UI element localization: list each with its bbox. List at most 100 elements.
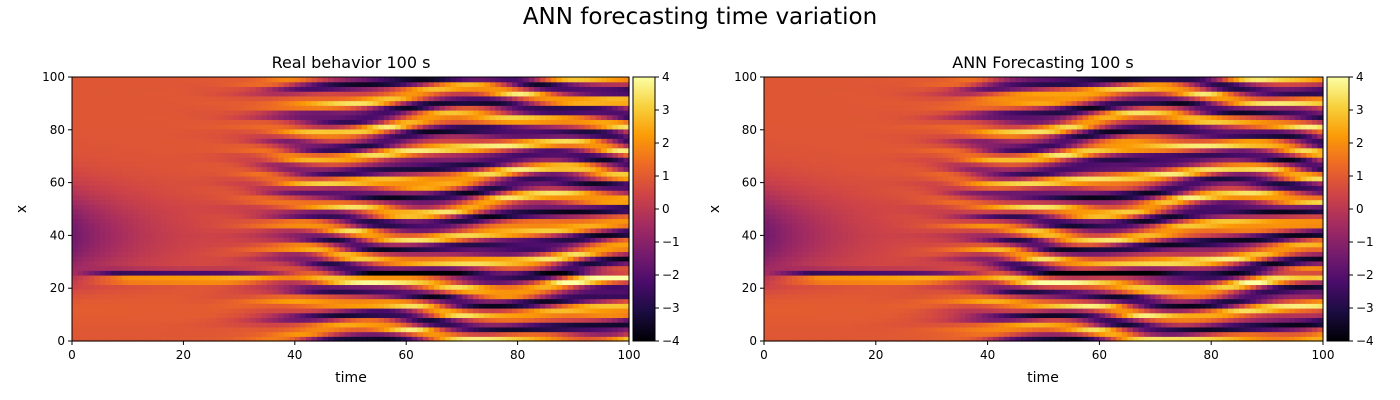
heatmap-cell — [517, 138, 524, 144]
heatmap-cell — [205, 251, 212, 257]
heatmap-cell — [311, 293, 318, 300]
heatmap-cell — [517, 157, 524, 163]
heatmap-cell — [328, 91, 335, 97]
heatmap-cell — [478, 157, 485, 163]
heatmap-cell — [523, 317, 530, 323]
heatmap-cell — [133, 209, 140, 215]
heatmap-cell — [122, 105, 129, 111]
heatmap-cell — [105, 105, 112, 111]
heatmap-cell — [250, 105, 257, 111]
heatmap-cell — [411, 119, 418, 125]
heatmap-cell — [133, 336, 140, 342]
heatmap-cell — [400, 256, 407, 262]
heatmap-cell — [495, 232, 502, 238]
heatmap-cell — [183, 279, 190, 286]
heatmap-cell — [434, 246, 441, 253]
heatmap-cell — [72, 143, 79, 149]
heatmap-cell — [161, 298, 168, 304]
heatmap-cell — [233, 336, 240, 342]
heatmap-cell — [317, 251, 324, 257]
heatmap-cell — [517, 308, 524, 314]
heatmap-cell — [155, 105, 162, 111]
heatmap-cell — [562, 232, 569, 238]
heatmap-cell — [149, 143, 157, 149]
heatmap-cell — [484, 227, 491, 234]
heatmap-cell — [83, 227, 90, 234]
heatmap-cell — [311, 176, 318, 182]
heatmap-cell — [367, 114, 374, 121]
heatmap-cell — [250, 237, 257, 243]
heatmap-cell — [411, 275, 418, 281]
heatmap-cell — [395, 218, 402, 224]
heatmap-cell — [110, 265, 118, 271]
heatmap-cell — [328, 218, 335, 224]
heatmap-cell — [233, 133, 240, 139]
heatmap-cell — [216, 242, 223, 248]
heatmap-cell — [523, 213, 530, 220]
heatmap-cell — [239, 308, 246, 314]
heatmap-cell — [372, 223, 379, 229]
heatmap-cell — [422, 114, 430, 121]
heatmap-cell — [216, 227, 223, 234]
heatmap-cell — [188, 100, 196, 106]
heatmap-cell — [183, 185, 190, 191]
heatmap-cell — [127, 95, 134, 102]
heatmap-cell — [367, 265, 374, 271]
heatmap-cell — [116, 157, 123, 163]
heatmap-cell — [155, 270, 162, 276]
heatmap-cell — [350, 312, 357, 319]
heatmap-cell — [216, 143, 223, 149]
heatmap-cell — [422, 289, 430, 295]
heatmap-cell — [467, 147, 474, 154]
heatmap-cell — [383, 232, 391, 238]
heatmap-cell — [411, 190, 418, 196]
heatmap-cell — [244, 119, 251, 125]
heatmap-cell — [445, 336, 452, 342]
heatmap-cell — [567, 289, 574, 295]
heatmap-cell — [194, 303, 201, 309]
heatmap-cell — [283, 194, 290, 201]
heatmap-cell — [539, 190, 547, 196]
heatmap-cell — [188, 251, 196, 257]
heatmap-cell — [133, 298, 140, 304]
heatmap-cell — [72, 161, 79, 168]
heatmap-cell — [272, 176, 279, 182]
heatmap-cell — [211, 143, 218, 149]
heatmap-cell — [177, 326, 184, 333]
heatmap-cell — [528, 279, 535, 286]
heatmap-cell — [166, 251, 173, 257]
heatmap-cell — [211, 279, 218, 286]
heatmap-cell — [328, 270, 335, 276]
heatmap-cell — [450, 185, 457, 191]
heatmap-cell — [339, 86, 346, 92]
heatmap-cell — [372, 95, 379, 102]
heatmap-cell — [495, 303, 502, 309]
heatmap-cell — [122, 237, 129, 243]
heatmap-cell — [133, 322, 140, 328]
heatmap-cell — [205, 312, 212, 319]
heatmap-cell — [445, 223, 452, 229]
heatmap-cell — [551, 138, 558, 144]
heatmap-cell — [539, 147, 547, 154]
heatmap-cell — [545, 161, 552, 168]
heatmap-cell — [138, 114, 146, 121]
heatmap-cell — [294, 293, 301, 300]
heatmap-cell — [194, 124, 201, 130]
heatmap-cell — [211, 213, 218, 220]
heatmap-cell — [161, 265, 168, 271]
heatmap-cell — [94, 152, 101, 158]
heatmap-cell — [227, 95, 235, 102]
heatmap-cell — [211, 194, 218, 201]
heatmap-cell — [450, 166, 457, 172]
heatmap-cell — [478, 114, 485, 121]
heatmap-cell — [144, 218, 151, 224]
heatmap-cell — [495, 138, 502, 144]
heatmap-cell — [383, 147, 391, 154]
heatmap-cell — [105, 86, 112, 92]
heatmap-cell — [77, 152, 84, 158]
heatmap-cell — [311, 171, 318, 177]
heatmap-cell — [456, 194, 463, 201]
heatmap-cell — [255, 218, 262, 224]
heatmap-cell — [339, 100, 346, 106]
heatmap-cell — [177, 289, 184, 295]
